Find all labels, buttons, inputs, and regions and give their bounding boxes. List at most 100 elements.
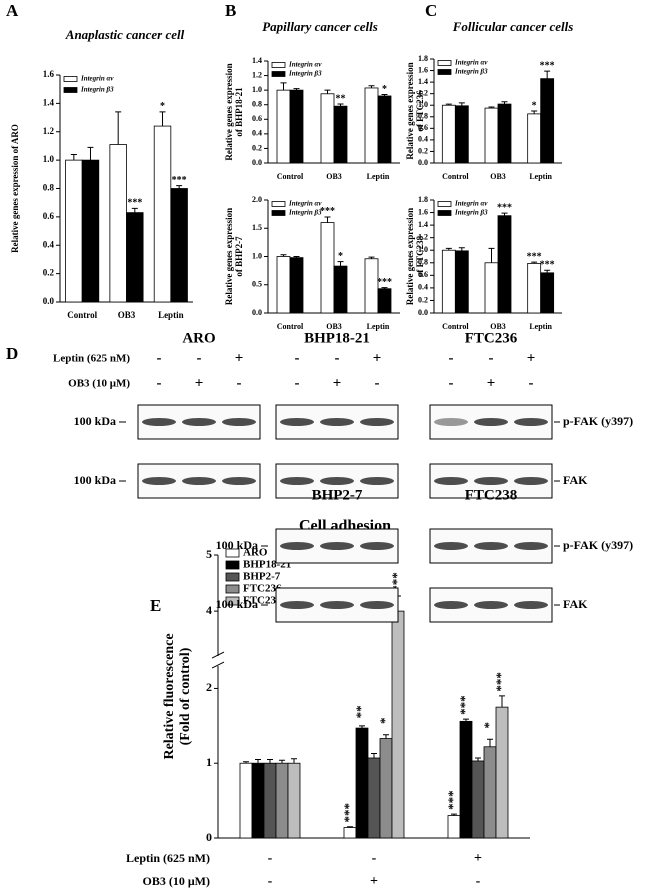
legend-swatch xyxy=(437,69,452,75)
bar xyxy=(239,762,253,839)
treatment-sign: - xyxy=(476,874,481,889)
legend-swatch xyxy=(225,596,240,606)
treatment-sign: + xyxy=(333,375,342,391)
y-tick-label: 0.4 xyxy=(43,239,55,249)
treatment-sign: + xyxy=(195,375,204,391)
legend-swatch xyxy=(437,210,452,216)
blot-band xyxy=(280,601,314,609)
y-tick-label: 0.2 xyxy=(252,143,262,152)
marker-label: 100 kDa xyxy=(74,414,116,428)
blot-band xyxy=(514,542,548,550)
blot-band xyxy=(182,418,216,426)
treatment-sign: - xyxy=(449,375,454,391)
legend-label: FTC236 xyxy=(243,583,282,595)
blot-band xyxy=(320,542,354,550)
treatment-sign: - xyxy=(157,375,162,391)
significance: *** xyxy=(377,277,392,288)
y-axis-label: of BHP18-21 xyxy=(234,87,244,137)
x-tick-label: Leptin xyxy=(367,322,390,331)
bar xyxy=(276,89,291,164)
legend-label: BHP2-7 xyxy=(243,571,281,583)
y-tick-label: 1.4 xyxy=(252,56,262,65)
significance: *** xyxy=(341,803,356,823)
legend-swatch xyxy=(437,201,452,207)
bar xyxy=(333,105,348,164)
x-tick-label: Control xyxy=(442,172,469,181)
y-tick-label: 1.0 xyxy=(252,251,262,260)
error-bar xyxy=(280,82,287,91)
bar xyxy=(471,760,485,839)
cell-line-title: FTC236 xyxy=(465,330,518,346)
x-tick-label: Control xyxy=(442,322,469,331)
error-bar xyxy=(445,103,452,106)
y-tick-label: 5 xyxy=(206,547,212,561)
panel-label: B xyxy=(225,1,236,20)
chart-title: Anaplastic cancer cell xyxy=(65,27,185,42)
y-tick-label: 1.8 xyxy=(418,54,428,63)
x-tick-label: Leptin xyxy=(367,172,390,181)
significance: *** xyxy=(540,60,555,71)
bar xyxy=(379,738,393,839)
legend-label: Integrin αv xyxy=(80,75,114,83)
y-tick-label: 0.8 xyxy=(43,183,55,193)
bar xyxy=(170,188,188,303)
cell-line-title: BHP18-21 xyxy=(304,330,370,346)
blot-band xyxy=(360,477,394,485)
y-axis-label: Relative genes expression xyxy=(405,62,415,159)
treatment-sign: - xyxy=(197,350,202,366)
y-tick-label: 1.0 xyxy=(418,245,428,254)
bar xyxy=(343,827,357,839)
bar xyxy=(484,262,499,314)
y-axis-label: (Fold of control) xyxy=(178,647,193,745)
significance: *** xyxy=(172,175,187,186)
bar xyxy=(320,93,335,164)
bar xyxy=(454,250,469,314)
legend-label: Integrin β3 xyxy=(454,209,488,217)
error-bar xyxy=(324,216,331,223)
error-bar xyxy=(499,695,505,708)
bar xyxy=(287,762,301,839)
y-tick-label: 0.0 xyxy=(252,158,262,167)
treatment-sign: + xyxy=(370,874,378,889)
blot-band xyxy=(360,542,394,550)
treatment-sign: - xyxy=(268,851,273,866)
bar xyxy=(441,104,456,164)
bar xyxy=(495,706,509,839)
legend-swatch xyxy=(225,560,240,570)
y-tick-label: 1.2 xyxy=(43,126,55,136)
blot-band xyxy=(360,601,394,609)
y-tick-label: 0.2 xyxy=(418,146,428,155)
blot-band xyxy=(222,477,256,485)
bar xyxy=(333,265,348,314)
legend-swatch xyxy=(225,572,240,582)
y-tick-label: 0.8 xyxy=(418,258,428,267)
y-tick-label: 1.4 xyxy=(43,97,55,107)
blot-band xyxy=(474,601,508,609)
error-bar xyxy=(544,70,551,79)
legend-label: Integrin β3 xyxy=(80,86,114,94)
blot-band xyxy=(434,542,468,550)
y-tick-label: 0.6 xyxy=(418,270,428,279)
error-bar xyxy=(291,758,297,764)
blot-band xyxy=(280,542,314,550)
blot-band xyxy=(360,418,394,426)
x-tick-label: Control xyxy=(277,322,304,331)
y-tick-label: 4 xyxy=(206,603,212,617)
x-tick-label: OB3 xyxy=(118,310,136,320)
significance: *** xyxy=(497,202,512,213)
error-bar xyxy=(488,106,495,109)
x-tick-label: OB3 xyxy=(326,322,342,331)
x-tick-label: Control xyxy=(67,310,97,320)
bar xyxy=(276,256,291,314)
error-bar xyxy=(381,94,388,96)
treatment-sign: - xyxy=(268,874,273,889)
error-bar xyxy=(458,102,465,106)
x-tick-label: OB3 xyxy=(326,172,342,181)
protein-label: p-FAK (y397) xyxy=(563,538,633,552)
protein-label: p-FAK (y397) xyxy=(563,414,633,428)
blot-band xyxy=(474,542,508,550)
blot-band xyxy=(514,477,548,485)
legend-label: Integrin αv xyxy=(454,59,488,67)
bar xyxy=(364,87,379,164)
